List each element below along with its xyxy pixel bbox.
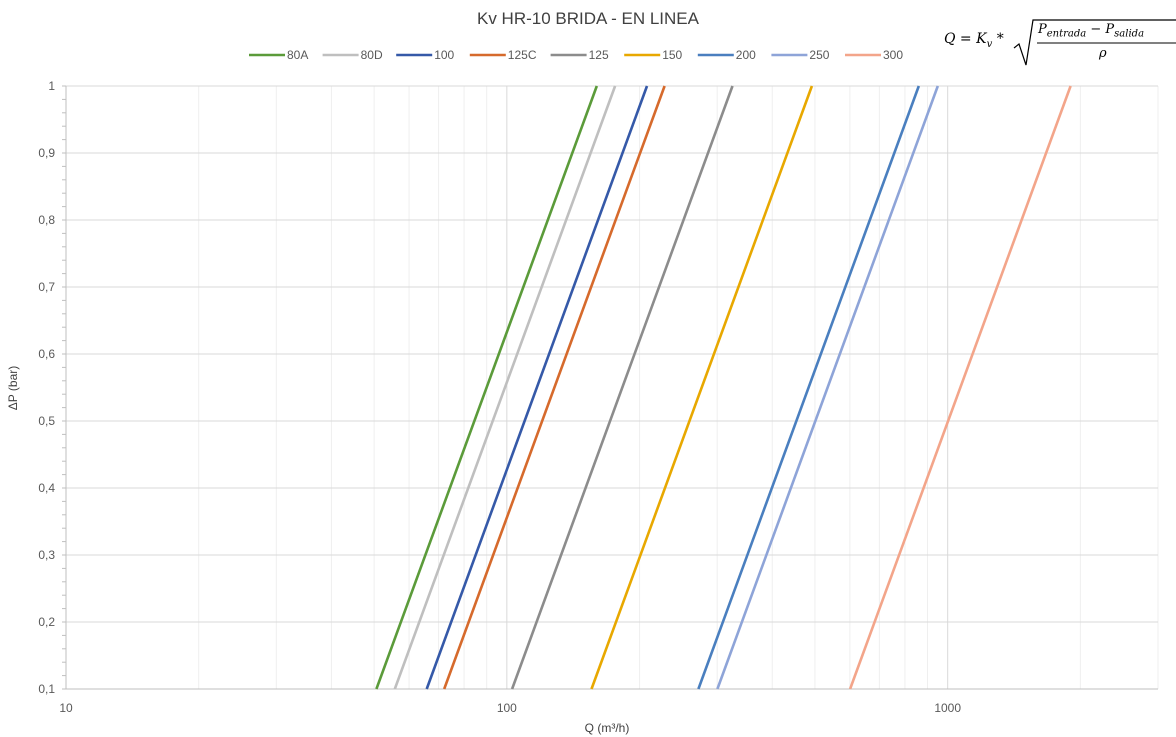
minor-gridlines [198, 86, 1159, 689]
x-axis-label: Q (m³/h) [585, 721, 630, 735]
series-lines [375, 85, 1072, 690]
series-line-200 [697, 85, 921, 690]
legend-label-80D: 80D [361, 48, 383, 62]
y-tick-label: 0,6 [38, 347, 55, 361]
legend-label-200: 200 [736, 48, 756, 62]
legend-label-80A: 80A [287, 48, 308, 62]
axes [62, 85, 1158, 690]
legend-label-125: 125 [589, 48, 609, 62]
legend-label-100: 100 [434, 48, 454, 62]
legend: 80A 80D 100 125C 125 150 200 250 300 [249, 48, 903, 62]
y-tick-label: 0,4 [38, 481, 55, 495]
series-line-100 [425, 85, 649, 690]
y-axis-label: ΔP (bar) [6, 366, 20, 410]
series-line-125C [442, 85, 666, 690]
series-line-80A [375, 85, 599, 690]
series-line-150 [590, 85, 814, 690]
chart-title: Kv HR-10 BRIDA - EN LINEA [476, 9, 699, 28]
tick-labels: 10 100 1000 0,1 0,2 0,3 0,4 0,5 0,6 0,7 0,8 0,9 1 [38, 79, 961, 715]
legend-label-150: 150 [662, 48, 682, 62]
formula-denominator: ρ [1099, 46, 1107, 61]
x-tick-label: 100 [497, 701, 517, 715]
y-tick-label: 1 [48, 79, 55, 93]
legend-label-125C: 125C [508, 48, 537, 62]
formula-radical [1013, 19, 1176, 66]
y-tick-label: 0,5 [38, 414, 55, 428]
kv-formula: Q = Kv * Pentrada − Psalida ρ [944, 18, 1176, 68]
series-line-300 [848, 85, 1072, 690]
y-tick-label: 0,7 [38, 280, 55, 294]
legend-label-250: 250 [809, 48, 829, 62]
series-line-80D [393, 85, 617, 690]
y-tick-label: 0,9 [38, 146, 55, 160]
major-gridlines [65, 85, 1158, 690]
series-line-125 [510, 85, 734, 690]
x-tick-label: 1000 [934, 701, 961, 715]
y-tick-label: 0,8 [38, 213, 55, 227]
series-line-250 [716, 85, 940, 690]
y-tick-label: 0,2 [38, 615, 55, 629]
x-tick-label: 10 [59, 701, 73, 715]
y-tick-label: 0,1 [38, 682, 55, 696]
formula-lhs: Q = Kv * [944, 31, 1004, 50]
y-tick-label: 0,3 [38, 548, 55, 562]
legend-label-300: 300 [883, 48, 903, 62]
formula-numerator: Pentrada − Psalida [1038, 22, 1145, 40]
